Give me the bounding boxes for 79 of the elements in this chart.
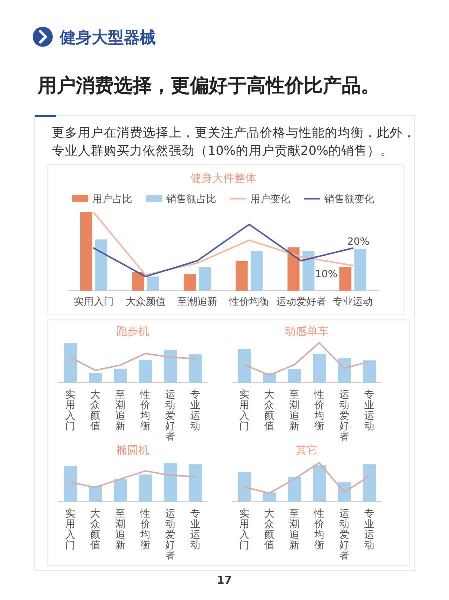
annotation: 20% xyxy=(347,237,370,248)
bar xyxy=(95,240,108,291)
bar xyxy=(250,252,263,291)
bar xyxy=(313,465,326,502)
x-tick-label: 实用入门 xyxy=(240,508,250,552)
bar xyxy=(263,492,276,502)
legend-label: 用户占比 xyxy=(92,194,132,206)
x-tick-label: 运动爱好者 xyxy=(166,508,176,562)
x-tick-label: 实用入门 xyxy=(66,508,76,552)
bar xyxy=(80,212,92,291)
x-tick-label: 大众颜值 xyxy=(126,296,166,308)
x-tick-label: 专业运动 xyxy=(190,508,200,552)
x-tick-label: 大众颜值 xyxy=(264,389,274,432)
x-tick-label: 大众颜值 xyxy=(264,508,274,552)
x-tick-label: 运动爱好者 xyxy=(340,508,350,562)
bar xyxy=(288,248,300,291)
legend-label: 销售额占比 xyxy=(166,194,216,206)
bar xyxy=(238,472,251,502)
bar xyxy=(132,272,144,291)
bar xyxy=(354,249,367,291)
text: 健身大型器械 xyxy=(59,28,156,47)
bar xyxy=(89,486,102,502)
bar xyxy=(340,267,352,291)
bar xyxy=(363,360,376,383)
x-tick-label: 至潮追新 xyxy=(290,509,300,552)
chart-title: 椭圆机 xyxy=(116,444,150,457)
x-tick-label: 大众颜值 xyxy=(90,508,100,552)
bar xyxy=(184,274,196,291)
bar xyxy=(114,369,127,383)
x-tick-label: 实用入门 xyxy=(240,389,250,432)
chart-title: 健身大件整体 xyxy=(190,172,256,185)
chart-title: 其它 xyxy=(296,444,318,457)
x-tick-label: 性价均衡 xyxy=(228,296,270,308)
text: 17 xyxy=(216,574,232,587)
x-tick-label: 专业运动 xyxy=(364,389,374,432)
annotation: 10% xyxy=(315,269,338,280)
bar xyxy=(189,354,202,383)
x-tick-label: 运动爱好者 xyxy=(166,389,176,443)
bar xyxy=(164,463,177,502)
bar xyxy=(288,477,301,502)
bar xyxy=(139,360,152,383)
bar xyxy=(363,464,376,502)
bar xyxy=(64,343,77,383)
x-tick-label: 实用入门 xyxy=(74,296,114,308)
x-tick-label: 至潮追新 xyxy=(116,509,126,552)
bar xyxy=(147,276,160,291)
legend-label: 销售额变化 xyxy=(324,194,374,206)
bar xyxy=(238,349,251,383)
x-tick-label: 专业运动 xyxy=(190,389,200,432)
x-tick-label: 至潮追新 xyxy=(290,390,300,432)
bar xyxy=(139,474,152,502)
bar xyxy=(236,260,248,291)
bar xyxy=(338,358,351,383)
x-tick-label: 至潮追新 xyxy=(178,296,218,308)
bar xyxy=(114,478,127,502)
x-tick-label: 至潮追新 xyxy=(116,390,126,432)
bar xyxy=(89,373,102,383)
text: 用户消费选择，更偏好于高性价比产品。 xyxy=(37,75,380,97)
bar xyxy=(189,464,202,502)
bar xyxy=(164,350,177,383)
chart-title: 动感单车 xyxy=(285,325,329,338)
x-tick-label: 大众颜值 xyxy=(90,389,100,432)
x-tick-label: 性价均衡 xyxy=(314,508,324,552)
chart-title: 跑步机 xyxy=(116,325,150,338)
text: 更多用户在消费选择上，更关注产品价格与性能的均衡，此外，专业人群购买力依然强劲（10%的用户贡献20%的销售）。 xyxy=(52,124,417,160)
bar xyxy=(199,267,212,291)
x-tick-label: 实用入门 xyxy=(66,389,76,432)
x-tick-label: 性价均衡 xyxy=(314,389,324,432)
x-tick-label: 性价均衡 xyxy=(140,389,150,432)
x-tick-label: 专业运动 xyxy=(333,296,374,308)
bar xyxy=(313,354,326,383)
bar xyxy=(64,466,77,502)
bar xyxy=(288,369,301,383)
x-tick-label: 运动爱好者 xyxy=(276,296,326,308)
legend-label: 用户变化 xyxy=(250,194,290,206)
x-tick-label: 性价均衡 xyxy=(140,508,150,552)
x-tick-label: 专业运动 xyxy=(364,508,374,552)
x-tick-label: 运动爱好者 xyxy=(340,389,350,443)
bar xyxy=(302,252,315,291)
